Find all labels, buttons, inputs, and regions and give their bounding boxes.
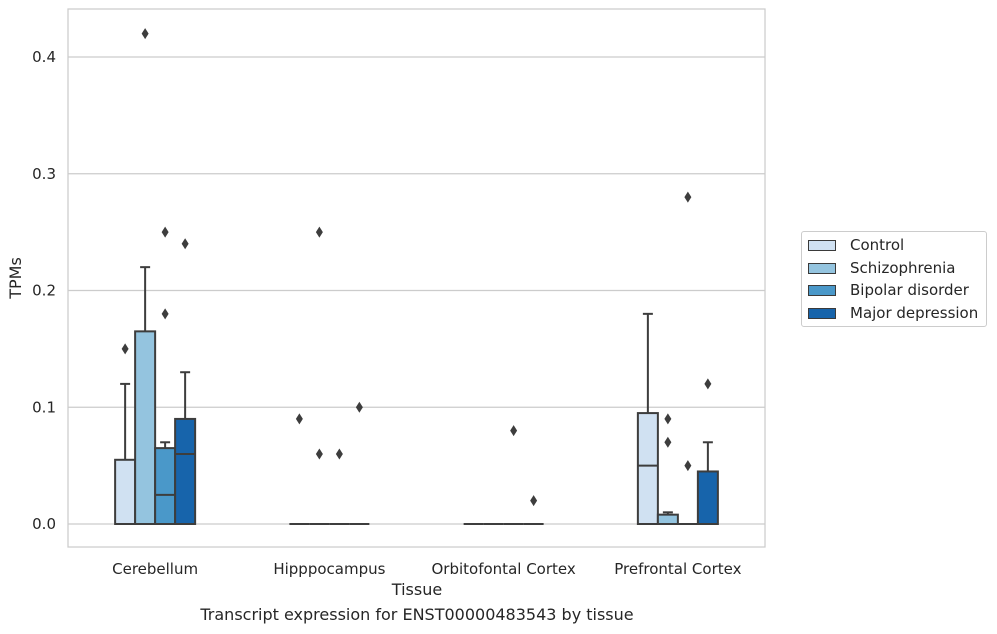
box-group [329,448,350,525]
box-group [503,425,524,525]
x-tick-label: Prefrontal Cortex [614,560,741,578]
plot-frame [67,8,766,548]
legend-swatch-bipolar-disorder [808,284,836,296]
x-tick-label: Orbitofontal Cortex [432,560,576,578]
outlier-point [530,495,538,507]
legend: Control Schizophrenia Bipolar disorder M… [801,231,987,327]
outlier-point [684,460,692,472]
x-tick-labels: Cerebellum Hipppocampus Orbitofontal Corte… [112,560,741,578]
box-group [656,413,679,525]
y-tick-label: 0.4 [32,48,56,66]
legend-item-bipolar-disorder: Bipolar disorder [808,280,969,300]
legend-swatch-major-depression [808,307,836,319]
legend-item-control: Control [808,235,904,255]
outlier-point [510,425,518,437]
box-rect [174,417,197,525]
outlier-point [161,226,169,238]
box-group [289,413,310,525]
box-group [349,401,370,525]
box-group [134,28,157,525]
outlier-point [295,413,303,425]
box-rect [134,330,157,525]
legend-item-schizophrenia: Schizophrenia [808,258,955,278]
box-group [154,226,177,525]
legend-label-bipolar-disorder: Bipolar disorder [850,281,969,299]
y-tick-labels: 0.0 0.1 0.2 0.3 0.4 [32,48,56,533]
legend-label-control: Control [850,236,905,254]
legend-swatch-control [808,239,836,251]
legend-label-major-depression: Major depression [850,304,979,322]
figure-caption: Transcript expression for ENST0000048354… [200,605,634,624]
y-axis-label: TPMs [6,257,25,300]
y-tick-label: 0.1 [32,398,56,416]
outlier-point [141,28,149,40]
y-tick-label: 0.2 [32,282,56,300]
x-axis-label: Tissue [391,580,442,599]
legend-label-schizophrenia: Schizophrenia [850,259,956,277]
outlier-point [181,238,189,250]
box-group [636,312,659,525]
y-tick-label: 0.3 [32,165,56,183]
box-group [114,343,137,526]
boxes [114,28,719,526]
outlier-point [704,378,712,390]
outlier-point [664,436,672,448]
y-tick-label: 0.0 [32,515,56,533]
x-tick-label: Hipppocampus [273,560,385,578]
outlier-point [355,401,363,413]
outlier-point [121,343,129,355]
legend-item-major-depression: Major depression [808,303,978,323]
outlier-point [684,191,692,203]
outlier-point [335,448,343,460]
outlier-point [315,226,323,238]
box-group [523,495,544,525]
box-group [174,238,197,525]
box-rect [636,412,659,525]
x-tick-label: Cerebellum [112,560,198,578]
box-group [677,191,698,525]
legend-swatch-schizophrenia [808,262,836,274]
box-group [309,226,330,525]
box-rect [656,513,679,525]
box-rect [114,458,137,526]
outlier-point [315,448,323,460]
outlier-point [161,308,169,320]
box-group [696,378,719,525]
box-rect [696,470,719,525]
box-rect [154,447,177,525]
outlier-point [664,413,672,425]
